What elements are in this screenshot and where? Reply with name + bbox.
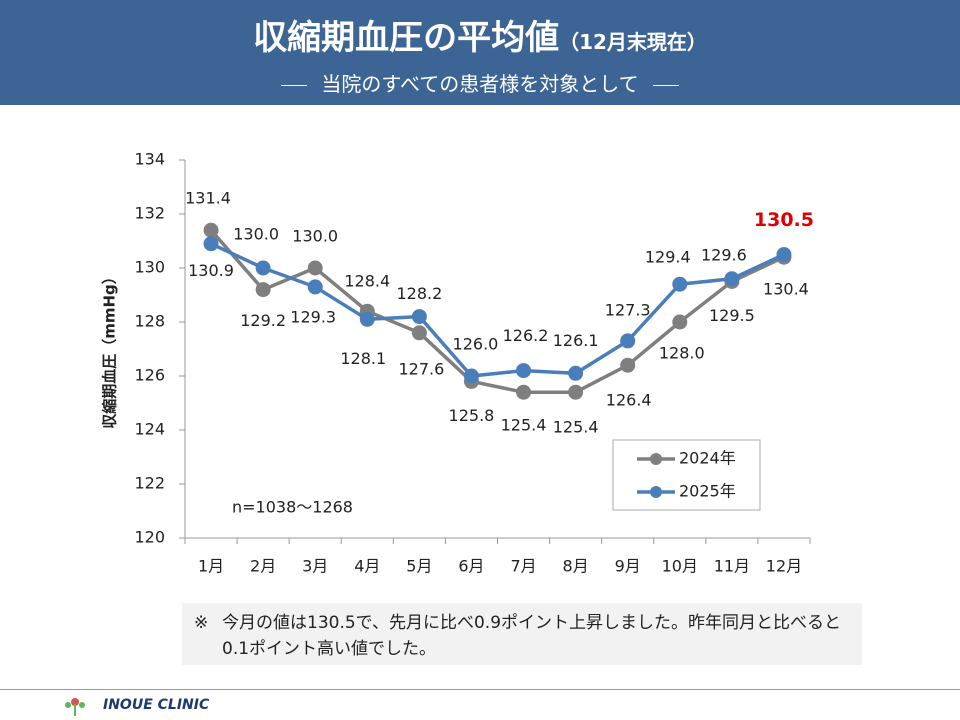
point <box>463 368 479 384</box>
x-tick-label: 9月 <box>615 557 641 576</box>
legend-marker <box>650 453 662 465</box>
x-tick-label: 8月 <box>563 557 589 576</box>
x-tick-label: 1月 <box>198 557 224 576</box>
y-tick-label: 124 <box>134 420 165 439</box>
legend-box <box>612 439 761 511</box>
y-tick-label: 126 <box>134 366 165 385</box>
point <box>516 363 532 379</box>
point <box>672 314 688 330</box>
subtitle: 当院のすべての患者様を対象として <box>0 68 960 97</box>
data-label: 125.8 <box>449 406 495 425</box>
x-tick-label: 2月 <box>250 557 276 576</box>
point <box>568 365 584 381</box>
data-label: 130.4 <box>763 280 809 299</box>
data-label: 128.1 <box>340 349 386 368</box>
data-label: 126.4 <box>606 391 652 410</box>
legend: 2024年 2025年 <box>612 439 761 511</box>
point <box>620 333 636 349</box>
note: ※ 今月の値は130.5で、先月に比べ0.9ポイント上昇しました。昨年同月と比べる… <box>182 603 862 665</box>
x-tick-label: 7月 <box>510 557 536 576</box>
point <box>620 357 636 373</box>
point <box>307 279 323 295</box>
point <box>411 309 427 325</box>
series-line <box>209 229 785 394</box>
point <box>203 222 219 238</box>
subtitle-text: 当院のすべての患者様を対象として <box>321 72 639 96</box>
data-label: 128.4 <box>344 272 390 291</box>
data-label: 129.4 <box>645 248 691 267</box>
legend-label: 2025年 <box>679 482 736 501</box>
legend-marker <box>650 486 662 498</box>
data-label: 126.2 <box>503 326 549 345</box>
data-label: 126.0 <box>453 335 499 354</box>
data-label: 127.3 <box>605 300 651 319</box>
data-label: 128.0 <box>659 344 705 363</box>
point <box>776 247 792 262</box>
footer-line <box>0 689 960 690</box>
y-tick-label: 130 <box>134 258 165 277</box>
data-label: 125.4 <box>553 418 599 437</box>
data-label: 130.5 <box>754 209 814 231</box>
point <box>255 260 271 276</box>
chart-title: 収縮期血圧の平均値 <box>253 18 560 58</box>
data-label: 126.1 <box>553 331 599 350</box>
y-tick-label: 122 <box>134 474 165 493</box>
data-label: 128.2 <box>396 284 442 303</box>
y-tick-label: 132 <box>134 204 165 223</box>
title: 収縮期血圧の平均値（12月末現在） <box>0 10 960 59</box>
note-mark: ※ <box>194 613 209 633</box>
x-tick-label: 10月 <box>662 557 698 576</box>
x-tick-label: 4月 <box>354 557 380 576</box>
data-label: 129.3 <box>290 307 336 326</box>
title-note: （12月末現在） <box>559 30 707 54</box>
x-tick-label: 11月 <box>714 557 750 576</box>
legend-label: 2024年 <box>679 449 736 468</box>
header: 収縮期血圧の平均値（12月末現在） 当院のすべての患者様を対象として <box>0 0 960 105</box>
clinic-name: INOUE CLINIC <box>103 697 210 713</box>
data-label: 131.4 <box>185 189 231 208</box>
x-tick-label: 12月 <box>766 557 802 576</box>
data-label: 130.9 <box>188 261 234 280</box>
data-label: 130.0 <box>233 225 279 244</box>
point <box>672 276 688 292</box>
note-text: 今月の値は130.5で、先月に比べ0.9ポイント上昇しました。昨年同月と比べると… <box>222 613 842 659</box>
point <box>255 282 271 298</box>
y-tick-label: 120 <box>134 528 165 547</box>
data-label: 125.4 <box>501 416 547 435</box>
y-axis-title: 収縮期血圧（mmHg） <box>101 269 119 429</box>
data-label: 129.6 <box>701 245 747 264</box>
y-tick-label: 134 <box>134 150 165 169</box>
data-label: 129.2 <box>240 311 286 330</box>
series-line <box>210 242 785 378</box>
annotation: n=1038～1268 <box>232 498 353 517</box>
chart: 120 122 124 126 128 130 132 134 1月 2月 3月 4月 5月 6月 7月 8月… <box>101 150 815 576</box>
point <box>516 384 532 400</box>
point <box>307 260 323 276</box>
point <box>568 384 584 400</box>
data-label: 129.5 <box>709 306 755 325</box>
data-label: 127.6 <box>398 359 444 378</box>
data-label: 130.0 <box>292 227 338 246</box>
x-tick-label: 3月 <box>302 557 328 576</box>
point <box>411 325 427 341</box>
point <box>359 311 375 327</box>
x-tick-label: 6月 <box>458 557 484 576</box>
point <box>203 236 219 252</box>
y-tick-label: 128 <box>134 312 165 331</box>
x-tick-label: 5月 <box>406 557 432 576</box>
logo <box>65 698 85 716</box>
point <box>724 271 740 287</box>
